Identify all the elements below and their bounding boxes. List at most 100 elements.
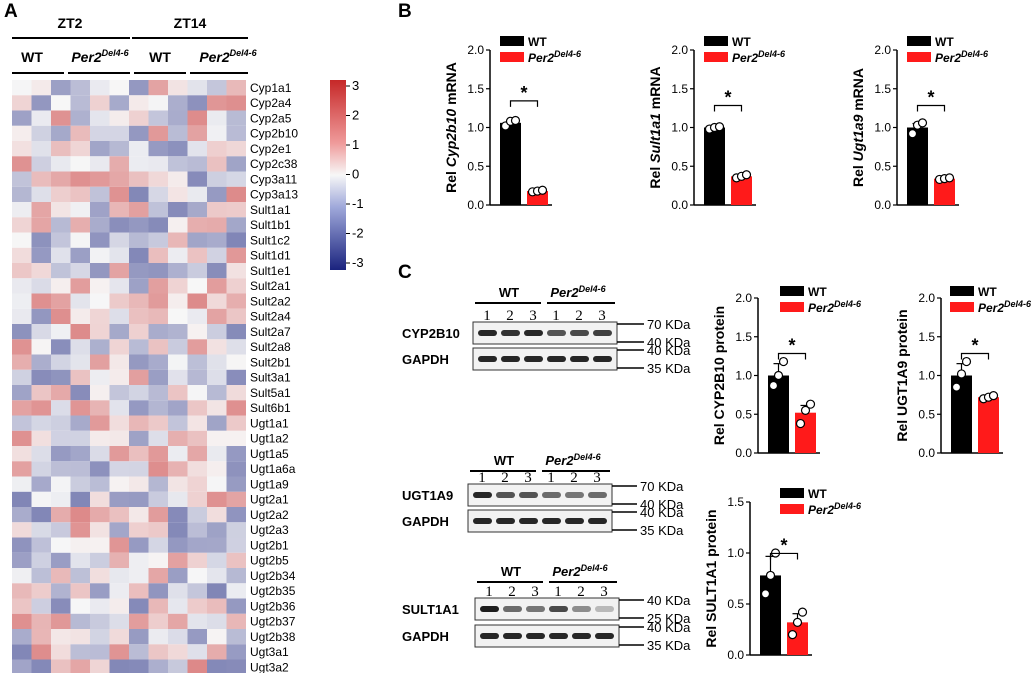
heatmap-cell (207, 232, 227, 248)
heatmap-cell (31, 369, 51, 386)
y-tick-label: 2.0 (874, 43, 891, 57)
heatmap-cell (226, 369, 246, 386)
heatmap-cell (109, 339, 129, 355)
gene-label: Cyp2b10 (250, 127, 298, 141)
colorbar (330, 80, 346, 270)
heatmap-cell (90, 568, 110, 584)
heatmap-cell (12, 491, 32, 508)
heatmap-cell (129, 552, 149, 569)
heatmap-cell (12, 613, 32, 630)
heatmap-cell (90, 659, 110, 673)
gene-label: Ugt2b34 (250, 569, 296, 583)
heatmap-cell (226, 354, 246, 370)
heatmap-cell (51, 629, 71, 645)
heatmap-cell (226, 232, 246, 248)
heatmap-cell (129, 247, 149, 264)
blot-control-label: GAPDH (402, 629, 449, 644)
heatmap-cell (109, 263, 129, 279)
heatmap-cell (168, 491, 188, 508)
protein-band (503, 633, 522, 639)
y-tick-label: 1.0 (735, 369, 752, 383)
data-point (951, 382, 962, 392)
legend-swatch-wt (780, 286, 804, 296)
significance-bracket (769, 552, 799, 560)
heatmap-cell (51, 613, 71, 630)
gene-label: Cyp1a1 (250, 81, 292, 95)
legend-label-per2: Per2Del4-6 (808, 299, 862, 315)
heatmap-cell (31, 308, 51, 325)
heatmap-cell (12, 400, 32, 416)
y-axis-label: Rel CYP2B10 protein (711, 306, 727, 445)
heatmap-cell (51, 552, 71, 569)
heatmap-cell (12, 293, 32, 309)
heatmap-cell (51, 293, 71, 309)
heatmap-cell (187, 354, 207, 370)
heatmap-cell (226, 629, 246, 645)
heatmap-cell (187, 278, 207, 294)
heatmap-cell (31, 293, 51, 309)
marker-label: 35 KDa (640, 523, 684, 538)
heatmap-cell (207, 552, 227, 569)
heatmap-cell (148, 446, 168, 462)
marker-label: 40 KDa (647, 343, 691, 358)
heatmap-cell (129, 141, 149, 157)
heatmap-cell (51, 95, 71, 111)
heatmap-cell (51, 461, 71, 477)
blot-control-label: GAPDH (402, 514, 449, 529)
heatmap-cell (129, 110, 149, 126)
heatmap-cell (207, 583, 227, 599)
heatmap-cell (90, 247, 110, 264)
heatmap-cell (70, 430, 90, 447)
heatmap-cell (226, 308, 246, 325)
heatmap-cell (168, 598, 188, 614)
heatmap-cell (148, 369, 168, 386)
heatmap-cell (148, 308, 168, 325)
heatmap-cell (187, 400, 207, 416)
data-point (787, 629, 798, 640)
heatmap-cell (226, 278, 246, 294)
y-tick-label: 0.0 (874, 198, 891, 212)
heatmap-cell (168, 644, 188, 660)
heatmap-cell (12, 95, 32, 111)
heatmap-cell (207, 522, 227, 538)
heatmap-cell (187, 461, 207, 477)
heatmap-cell (70, 522, 90, 538)
heatmap-cell (90, 461, 110, 477)
heatmap-cell (207, 629, 227, 645)
heatmap-cell (109, 278, 129, 294)
gene-label: Ugt2a2 (250, 508, 289, 522)
heatmap-cell (70, 629, 90, 645)
heatmap-cell (70, 80, 90, 96)
heatmap-cell (90, 415, 110, 431)
legend-label-wt: WT (732, 35, 751, 49)
heatmap-cell (207, 308, 227, 325)
heatmap-cell (187, 446, 207, 462)
heatmap-cell (226, 247, 246, 264)
heatmap-cell (226, 324, 246, 340)
heatmap-cell (168, 232, 188, 248)
heatmap-cell (90, 430, 110, 447)
heatmap-cell (187, 568, 207, 584)
y-tick-label: 0.0 (467, 198, 484, 212)
heatmap-cell (51, 156, 71, 172)
heatmap-cell (31, 400, 51, 416)
heatmap-cell (207, 156, 227, 172)
y-axis-label: Rel Ugt1a9 mRNA (850, 68, 866, 187)
y-axis-label: Rel UGT1A9 protein (894, 309, 910, 441)
blot-control-label: GAPDH (402, 352, 449, 367)
gene-label: Cyp3a13 (250, 188, 298, 202)
heatmap-cell (109, 507, 129, 523)
protein-band (501, 330, 520, 336)
heatmap-cell (70, 415, 90, 431)
heatmap-cell (12, 583, 32, 599)
heatmap-cell (31, 80, 51, 96)
heatmap-cell (109, 308, 129, 325)
heatmap-cell (148, 629, 168, 645)
heatmap-cell (109, 247, 129, 264)
gene-label: Sult1a1 (250, 203, 291, 217)
heatmap-cell (70, 507, 90, 523)
heatmap-cell (187, 232, 207, 248)
heatmap-cell (109, 156, 129, 172)
